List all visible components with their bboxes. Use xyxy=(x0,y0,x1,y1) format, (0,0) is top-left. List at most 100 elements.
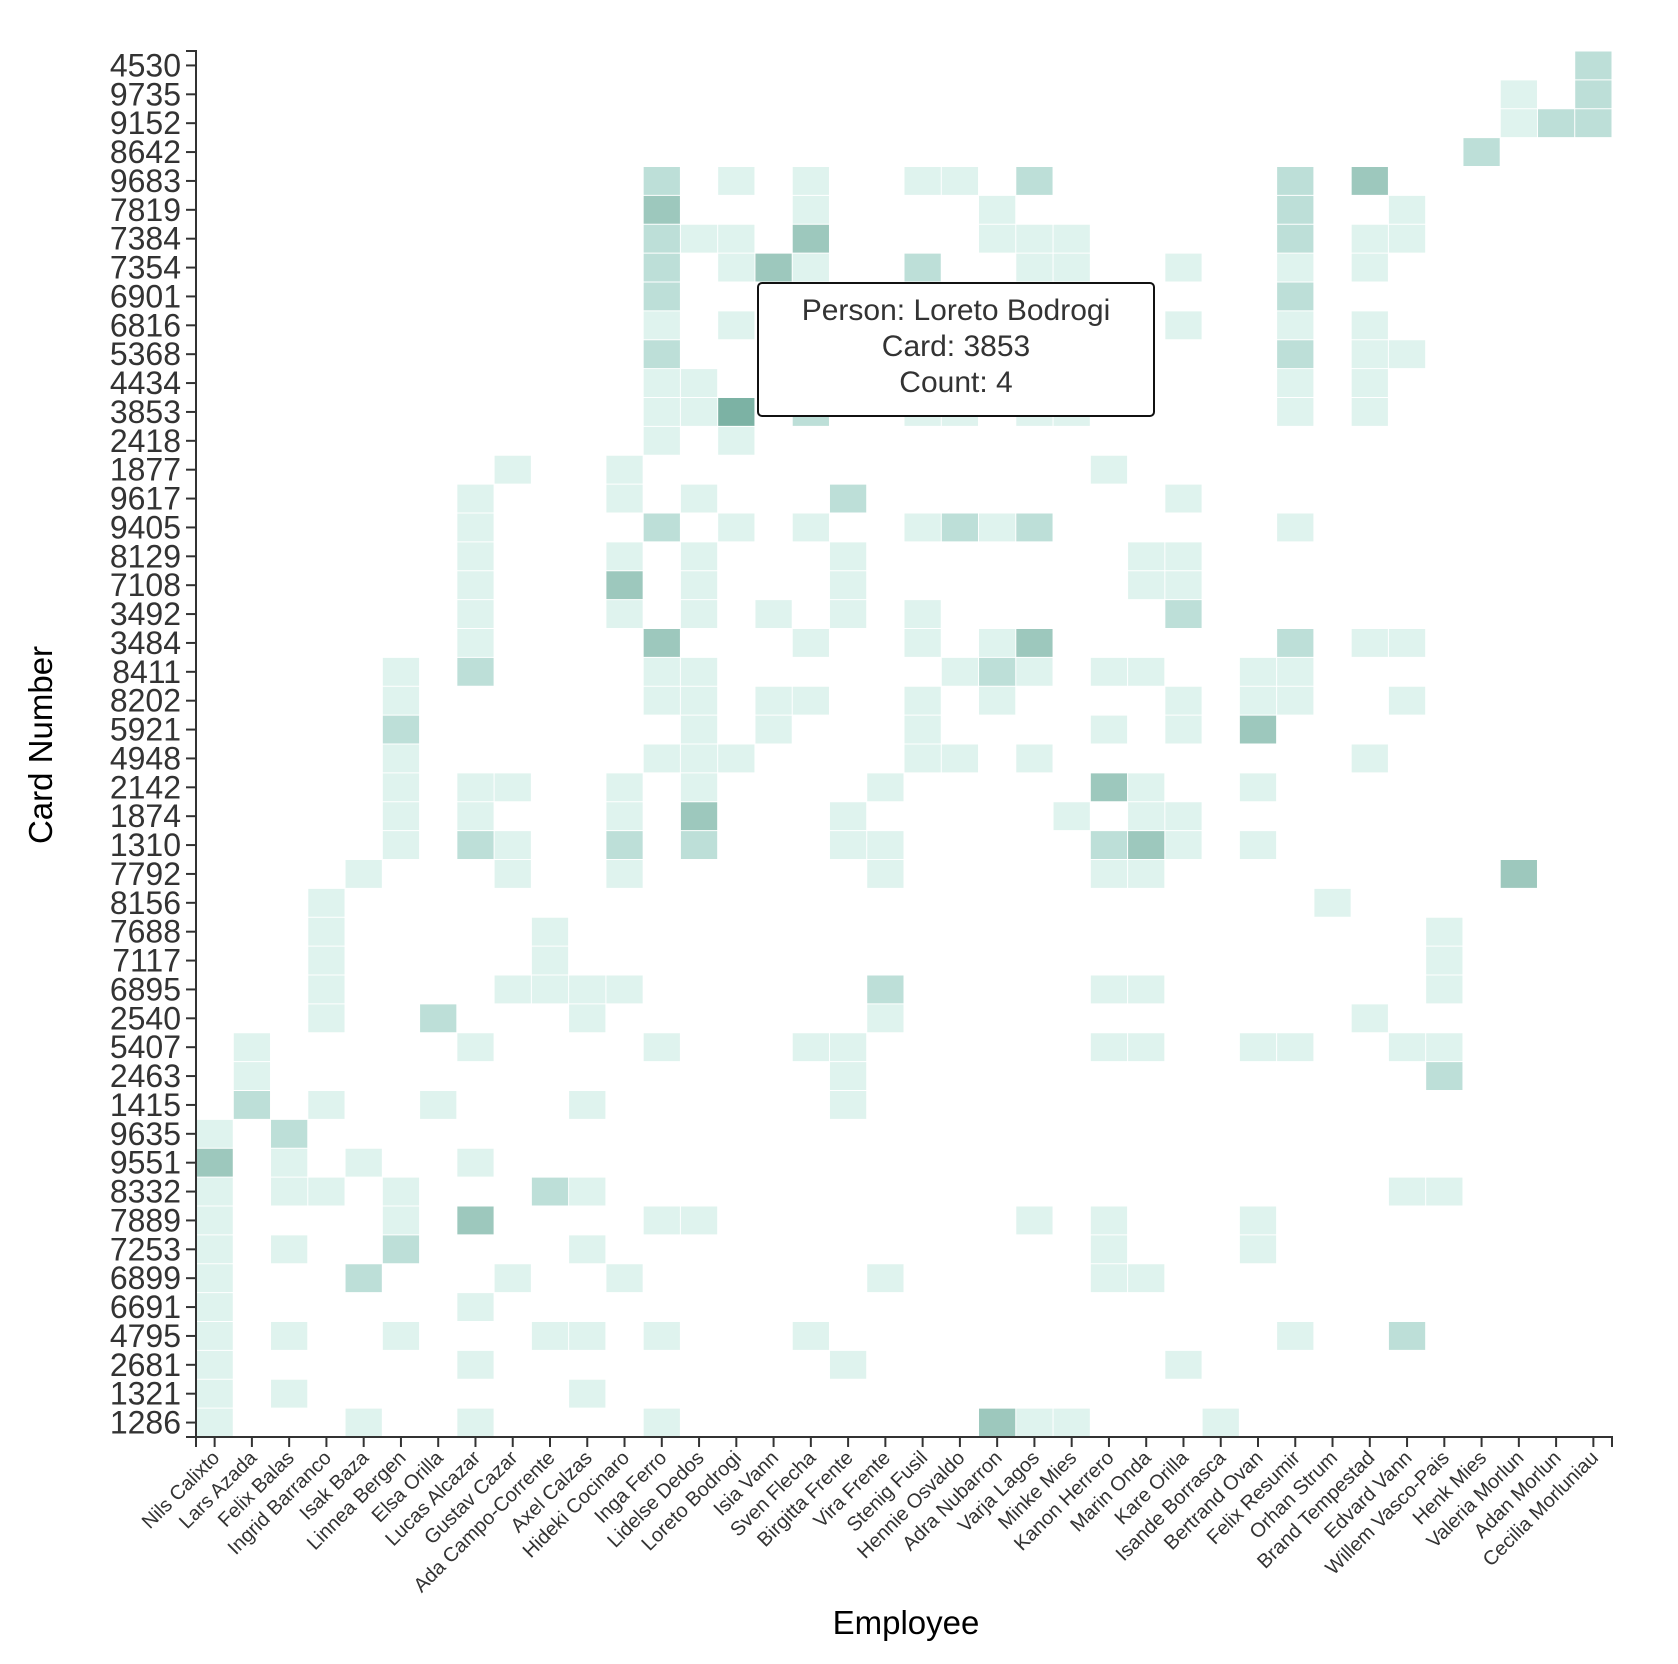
heatmap-cell[interactable] xyxy=(829,1062,867,1090)
heatmap-cell[interactable] xyxy=(196,1148,233,1177)
heatmap-cell[interactable] xyxy=(643,398,680,426)
heatmap-cell[interactable] xyxy=(1090,773,1128,802)
heatmap-cell[interactable] xyxy=(1165,600,1202,628)
heatmap-cell[interactable] xyxy=(1090,1264,1128,1293)
heatmap-cell[interactable] xyxy=(1090,455,1128,484)
heatmap-cell[interactable] xyxy=(457,657,494,686)
heatmap-cell[interactable] xyxy=(606,455,643,484)
heatmap-cell[interactable] xyxy=(271,1379,308,1408)
heatmap-cell[interactable] xyxy=(457,600,494,628)
heatmap-cell[interactable] xyxy=(1277,513,1314,542)
heatmap-cell[interactable] xyxy=(1351,369,1388,397)
heatmap-cell[interactable] xyxy=(1016,657,1053,686)
heatmap-cell[interactable] xyxy=(382,715,420,744)
heatmap-cell[interactable] xyxy=(457,484,494,513)
heatmap-cell[interactable] xyxy=(308,888,345,917)
heatmap-cell[interactable] xyxy=(680,686,718,715)
heatmap-cell[interactable] xyxy=(1239,1235,1277,1264)
heatmap-cell[interactable] xyxy=(1016,1206,1053,1235)
heatmap-cell[interactable] xyxy=(1351,340,1388,369)
heatmap-cell[interactable] xyxy=(979,1408,1016,1437)
heatmap-cell[interactable] xyxy=(382,831,420,859)
heatmap-cell[interactable] xyxy=(233,1091,271,1119)
heatmap-cell[interactable] xyxy=(1128,975,1165,1004)
heatmap-cell[interactable] xyxy=(643,1033,680,1062)
heatmap-cell[interactable] xyxy=(382,1235,420,1264)
heatmap-cell[interactable] xyxy=(457,773,494,802)
heatmap-cell[interactable] xyxy=(643,1322,680,1350)
heatmap-cell[interactable] xyxy=(606,975,643,1004)
heatmap-cell[interactable] xyxy=(1090,1033,1128,1062)
heatmap-cell[interactable] xyxy=(606,571,643,600)
heatmap-cell[interactable] xyxy=(569,1322,606,1350)
heatmap-cell[interactable] xyxy=(643,253,680,282)
heatmap-cell[interactable] xyxy=(829,1350,867,1379)
heatmap-cell[interactable] xyxy=(1388,1322,1426,1350)
heatmap-cell[interactable] xyxy=(680,600,718,628)
heatmap-cell[interactable] xyxy=(382,657,420,686)
heatmap-cell[interactable] xyxy=(643,224,680,253)
heatmap-cell[interactable] xyxy=(1351,311,1388,340)
heatmap-cell[interactable] xyxy=(1239,1206,1277,1235)
heatmap-cell[interactable] xyxy=(1388,224,1426,253)
heatmap-cell[interactable] xyxy=(1128,831,1165,859)
heatmap-cell[interactable] xyxy=(1165,484,1202,513)
heatmap-cell[interactable] xyxy=(569,975,606,1004)
heatmap-cell[interactable] xyxy=(1277,657,1314,686)
heatmap-cell[interactable] xyxy=(1165,802,1202,831)
heatmap-cell[interactable] xyxy=(1239,773,1277,802)
heatmap-cell[interactable] xyxy=(680,484,718,513)
heatmap-cell[interactable] xyxy=(1239,831,1277,859)
heatmap-cell[interactable] xyxy=(643,340,680,369)
heatmap-cell[interactable] xyxy=(606,773,643,802)
heatmap-cell[interactable] xyxy=(680,369,718,397)
heatmap-cell[interactable] xyxy=(1277,282,1314,311)
heatmap-cell[interactable] xyxy=(1239,715,1277,744)
heatmap-cell[interactable] xyxy=(196,1322,233,1350)
heatmap-cell[interactable] xyxy=(904,167,941,195)
heatmap-cell[interactable] xyxy=(941,744,979,773)
heatmap-cell[interactable] xyxy=(718,167,755,195)
heatmap-cell[interactable] xyxy=(382,744,420,773)
heatmap-cell[interactable] xyxy=(1128,571,1165,600)
heatmap-cell[interactable] xyxy=(792,253,829,282)
heatmap-cell[interactable] xyxy=(271,1148,308,1177)
heatmap-cell[interactable] xyxy=(382,773,420,802)
heatmap-cell[interactable] xyxy=(755,686,792,715)
heatmap-cell[interactable] xyxy=(457,1148,494,1177)
heatmap-cell[interactable] xyxy=(196,1379,233,1408)
heatmap-cell[interactable] xyxy=(1165,542,1202,571)
heatmap-cell[interactable] xyxy=(1426,1033,1463,1062)
heatmap-cell[interactable] xyxy=(382,802,420,831)
heatmap-cell[interactable] xyxy=(382,1322,420,1350)
heatmap-cell[interactable] xyxy=(1351,253,1388,282)
heatmap-cell[interactable] xyxy=(457,1033,494,1062)
heatmap-cell[interactable] xyxy=(1090,831,1128,859)
heatmap-cell[interactable] xyxy=(345,1264,382,1293)
heatmap-cell[interactable] xyxy=(1016,629,1053,657)
heatmap-cell[interactable] xyxy=(531,917,569,946)
heatmap-cell[interactable] xyxy=(904,629,941,657)
heatmap-cell[interactable] xyxy=(1388,340,1426,369)
heatmap-cell[interactable] xyxy=(643,1408,680,1437)
heatmap-cell[interactable] xyxy=(1277,1033,1314,1062)
heatmap-cell[interactable] xyxy=(643,686,680,715)
heatmap-cell[interactable] xyxy=(457,542,494,571)
heatmap-cell[interactable] xyxy=(196,1293,233,1321)
heatmap-cell[interactable] xyxy=(867,975,904,1004)
heatmap-cell[interactable] xyxy=(643,195,680,224)
heatmap-cell[interactable] xyxy=(1016,253,1053,282)
heatmap-cell[interactable] xyxy=(569,1091,606,1119)
heatmap-cell[interactable] xyxy=(979,513,1016,542)
heatmap-cell[interactable] xyxy=(718,398,755,426)
heatmap-cell[interactable] xyxy=(680,715,718,744)
heatmap-cell[interactable] xyxy=(457,831,494,859)
heatmap-cell[interactable] xyxy=(1053,253,1090,282)
heatmap-cell[interactable] xyxy=(755,600,792,628)
heatmap-cell[interactable] xyxy=(196,1408,233,1437)
heatmap-cell[interactable] xyxy=(643,1206,680,1235)
heatmap-cell[interactable] xyxy=(1016,513,1053,542)
heatmap-cell[interactable] xyxy=(643,369,680,397)
heatmap-cell[interactable] xyxy=(718,224,755,253)
heatmap-cell[interactable] xyxy=(643,513,680,542)
